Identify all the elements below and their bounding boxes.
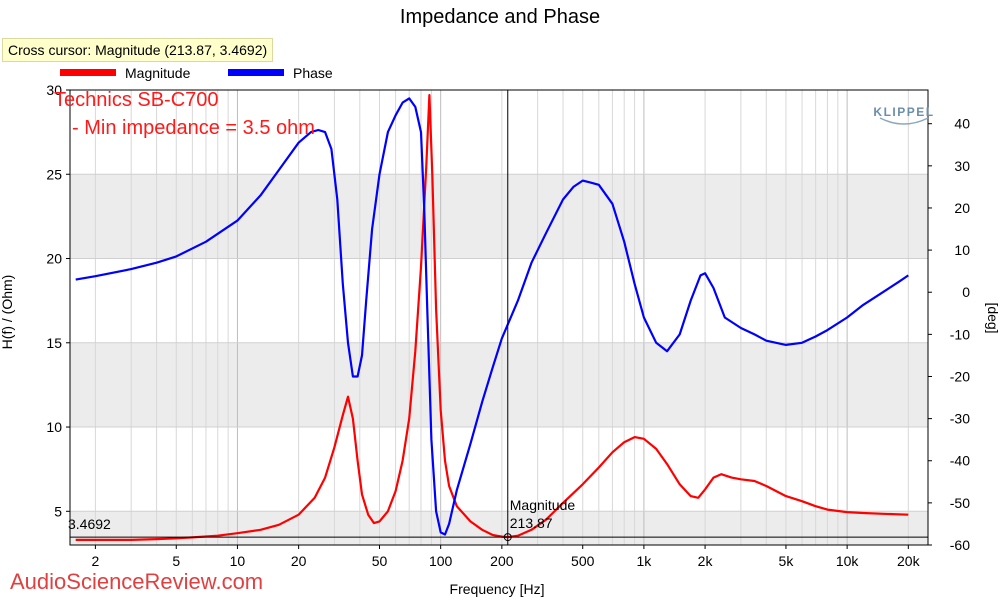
- x-tick-label: 5: [172, 553, 180, 569]
- left-tick-label: 15: [46, 335, 62, 351]
- x-axis-ticks: 2 5 10 20 50 100 200 500 1k 2k 5k 10k 20k: [91, 545, 921, 569]
- x-tick-label: 100: [429, 553, 453, 569]
- plot-area: [70, 90, 928, 545]
- cursor-x-value: 213.87: [510, 515, 553, 531]
- left-tick-label: 10: [46, 419, 62, 435]
- x-tick-label: 20: [291, 553, 307, 569]
- cross-cursor[interactable]: 3.4692 Magnitude 213.87: [68, 90, 928, 545]
- x-tick-label: 1k: [637, 553, 653, 569]
- klippel-logo-swoosh: [879, 117, 929, 125]
- min-impedance-annotation: - Min impedance = 3.5 ohm: [72, 117, 315, 139]
- right-tick-label: 40: [954, 116, 970, 132]
- right-axis-ticks: -60 -50 -40 -30 -20 -10 0 10 20 30 40: [928, 116, 970, 553]
- left-tick-label: 20: [46, 251, 62, 267]
- x-tick-label: 2k: [698, 553, 714, 569]
- x-tick-label: 2: [91, 553, 99, 569]
- x-tick-label: 10k: [836, 553, 860, 569]
- right-tick-label: 20: [954, 200, 970, 216]
- x-axis-label: Frequency [Hz]: [450, 581, 545, 597]
- plot-border: [69, 89, 929, 546]
- series-line-magnitude: [75, 94, 909, 541]
- gray-band: [70, 342, 928, 428]
- legend-magnitude-label: Magnitude: [125, 65, 191, 81]
- left-tick-label: 30: [46, 82, 62, 98]
- right-tick-label: -10: [950, 326, 970, 342]
- series-line-phase: [75, 97, 909, 536]
- left-tick-label: 5: [54, 503, 62, 519]
- cursor-y-value: 3.4692: [68, 516, 111, 532]
- x-tick-label: 20k: [897, 553, 921, 569]
- x-tick-label: 200: [490, 553, 514, 569]
- right-tick-label: -20: [950, 368, 970, 384]
- right-axis-label: [deg]: [985, 302, 1000, 333]
- gray-bands: [70, 174, 928, 545]
- cursor-marker: [503, 533, 512, 542]
- klippel-logo-text: KLIPPEL: [873, 105, 934, 119]
- left-tick-label: 25: [46, 166, 62, 182]
- x-tick-label: 500: [571, 553, 595, 569]
- right-tick-label: 30: [954, 158, 970, 174]
- cursor-readout: Cross cursor: Magnitude (213.87, 3.4692): [2, 38, 274, 62]
- legend-phase-swatch: [228, 69, 284, 76]
- klippel-logo: KLIPPEL: [873, 105, 934, 125]
- legend-magnitude-swatch: [60, 69, 116, 76]
- right-tick-label: -50: [950, 495, 970, 511]
- series-layer: [75, 94, 909, 541]
- left-axis-label: H(f) / (Ohm): [0, 275, 15, 350]
- x-tick-label: 5k: [779, 553, 795, 569]
- watermark: AudioScienceReview.com: [10, 569, 263, 594]
- model-annotation: Technics SB-C700: [54, 89, 219, 111]
- legend: Magnitude Phase: [60, 65, 333, 81]
- chart-title: Impedance and Phase: [400, 6, 600, 28]
- x-tick-label: 50: [372, 553, 388, 569]
- gray-band: [70, 511, 928, 545]
- right-tick-label: -40: [950, 453, 970, 469]
- grid-lines: [70, 89, 928, 545]
- right-tick-label: 0: [962, 284, 970, 300]
- plot-background: [69, 89, 929, 546]
- cursor-series-label: Magnitude: [510, 497, 576, 513]
- right-tick-label: -30: [950, 411, 970, 427]
- right-tick-label: 10: [954, 242, 970, 258]
- x-tick-label: 10: [230, 553, 246, 569]
- gray-band: [70, 174, 928, 259]
- left-axis-ticks: 5 10 15 20 25 30: [46, 82, 70, 519]
- legend-phase-label: Phase: [293, 65, 333, 81]
- right-tick-label: -60: [950, 537, 970, 553]
